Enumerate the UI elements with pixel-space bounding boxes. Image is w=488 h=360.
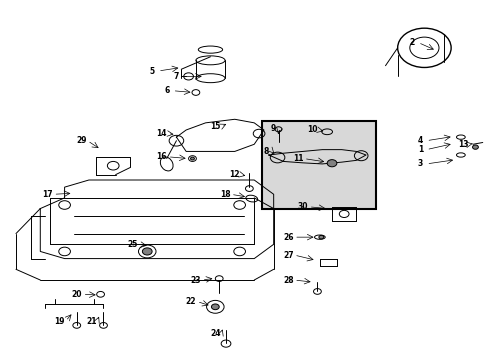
Text: 19: 19 (54, 316, 65, 325)
Circle shape (326, 159, 336, 167)
Text: 30: 30 (297, 202, 307, 211)
Text: 14: 14 (156, 129, 167, 138)
Text: 25: 25 (127, 240, 138, 249)
Text: 17: 17 (42, 190, 53, 199)
Text: 26: 26 (283, 233, 293, 242)
Text: 8: 8 (263, 147, 268, 156)
Text: 12: 12 (229, 170, 240, 179)
Text: 10: 10 (306, 126, 317, 135)
Bar (261, 121, 375, 208)
Text: 20: 20 (71, 290, 82, 299)
Text: 5: 5 (149, 67, 154, 76)
Text: 15: 15 (210, 122, 220, 131)
Text: 22: 22 (185, 297, 196, 306)
Text: 18: 18 (219, 190, 230, 199)
Text: 13: 13 (457, 140, 468, 149)
Text: 7: 7 (173, 72, 179, 81)
Text: 3: 3 (417, 159, 422, 168)
Text: 11: 11 (292, 154, 303, 163)
Text: 28: 28 (283, 275, 293, 284)
Circle shape (211, 304, 219, 310)
Circle shape (471, 145, 477, 149)
Text: 4: 4 (417, 136, 422, 145)
Text: 6: 6 (164, 86, 169, 95)
Text: 29: 29 (76, 136, 87, 145)
Text: 2: 2 (409, 38, 414, 47)
Text: 9: 9 (270, 124, 276, 133)
Text: 24: 24 (210, 329, 220, 338)
Circle shape (142, 248, 152, 255)
Text: 16: 16 (156, 152, 167, 161)
Text: 21: 21 (86, 316, 97, 325)
Circle shape (318, 235, 323, 239)
Text: 1: 1 (417, 145, 422, 154)
Text: 23: 23 (190, 275, 201, 284)
Circle shape (190, 157, 194, 160)
Text: 27: 27 (283, 251, 293, 260)
